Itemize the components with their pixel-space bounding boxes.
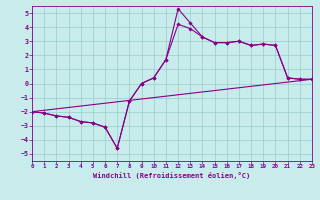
X-axis label: Windchill (Refroidissement éolien,°C): Windchill (Refroidissement éolien,°C) [93,172,251,179]
